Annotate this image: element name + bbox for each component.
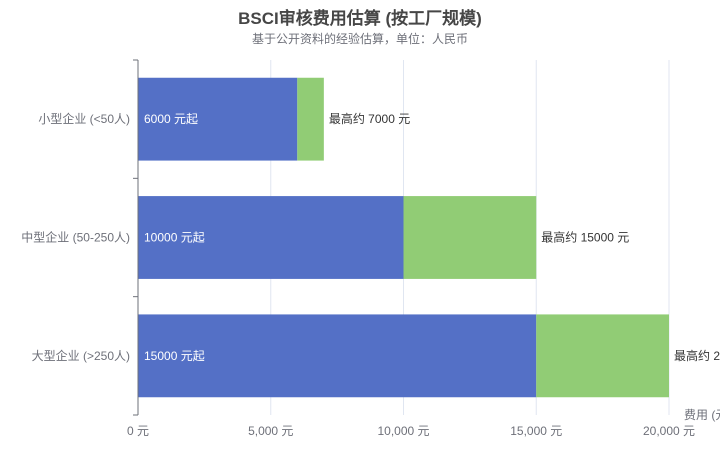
- bar-segment: [403, 196, 537, 279]
- bar-value-label: 10000 元起: [144, 231, 205, 245]
- bar-segment: [138, 196, 404, 279]
- x-axis-label: 费用 (元): [684, 408, 720, 422]
- x-tick-label: 0 元: [127, 424, 149, 438]
- y-category-label: 小型企业 (<50人): [38, 111, 130, 126]
- y-category-label: 中型企业 (50-250人): [21, 230, 130, 245]
- axes: [133, 59, 139, 416]
- bar-segment: [138, 77, 298, 161]
- bar-segment: [536, 314, 669, 398]
- x-tick-label: 20,000 元: [643, 424, 695, 438]
- x-tick-label: 10,000 元: [377, 424, 429, 438]
- y-category-label: 大型企业 (>250人): [32, 348, 130, 363]
- chart-subtitle: 基于公开资料的经验估算，单位：人民币: [251, 32, 468, 46]
- labels: 0 元 5,000 元 10,000 元 15,000 元 20,000 元 费用 (元)…: [21, 111, 720, 438]
- x-tick-label: 15,000 元: [510, 424, 562, 438]
- x-tick-label: 5,000 元: [248, 424, 293, 438]
- bar-value-label: 6000 元起: [144, 112, 198, 126]
- bar-max-label: 最高约 7000 元: [329, 111, 410, 126]
- bar-value-label: 15000 元起: [144, 349, 205, 363]
- chart-title: BSCI审核费用估算 (按工厂规模): [238, 9, 482, 28]
- bars: [138, 77, 669, 398]
- bar-segment: [297, 77, 324, 161]
- bar-max-label: 最高约 15000 元: [541, 230, 629, 245]
- bar-max-label: 最高约 20000 元: [674, 348, 720, 363]
- bar-segment: [138, 314, 537, 398]
